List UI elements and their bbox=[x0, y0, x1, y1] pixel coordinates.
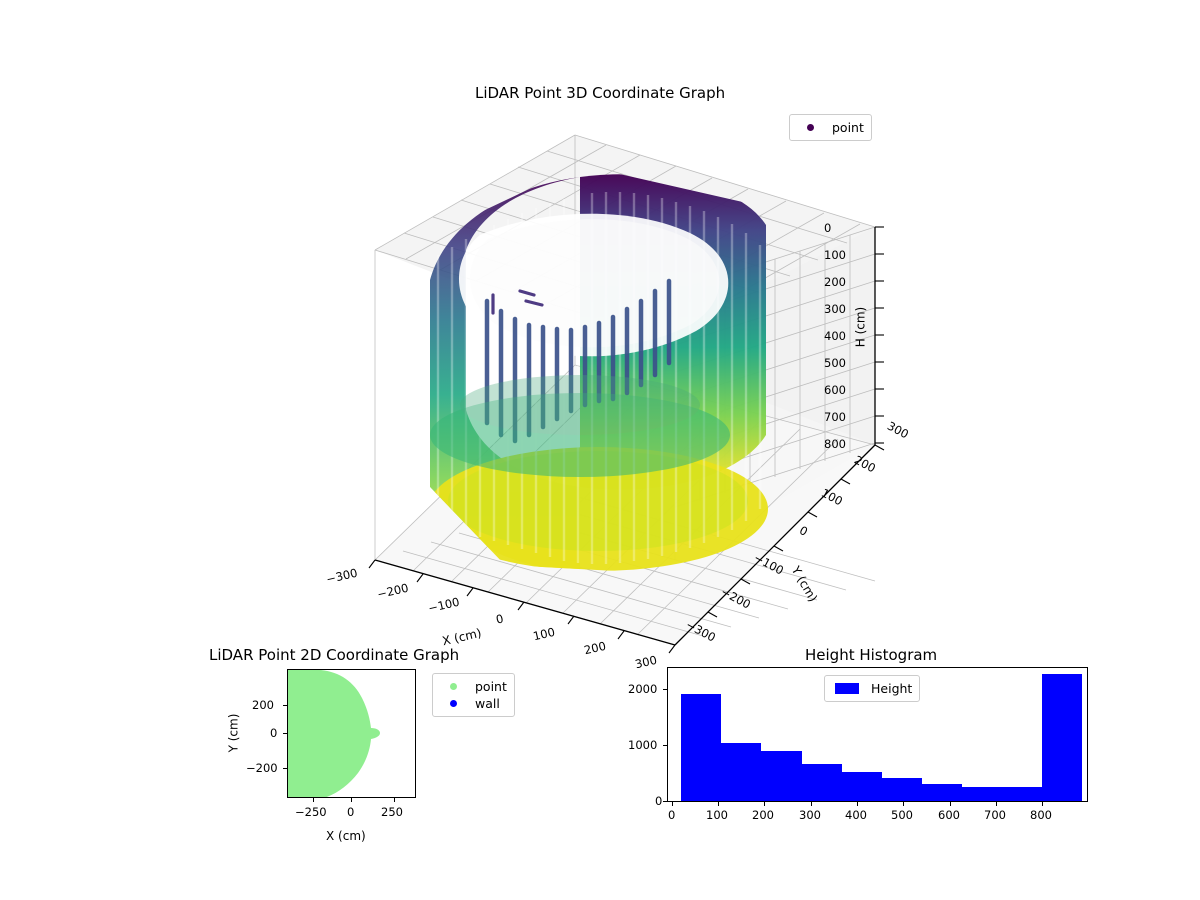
plot3d-ztick-100: 100 bbox=[824, 248, 846, 262]
plot2d-ytick--200: −200 bbox=[246, 761, 278, 775]
plot3d-xtick-300: 300 bbox=[633, 652, 659, 672]
histogram-ytick-0: 0 bbox=[655, 794, 663, 808]
histogram-title: Height Histogram bbox=[805, 646, 938, 664]
plot2d-xtickmark--250 bbox=[313, 798, 314, 802]
histogram-bar bbox=[761, 751, 802, 801]
plot2d-xtick-0: 0 bbox=[347, 805, 355, 819]
plot2d-ytickmark--200 bbox=[283, 768, 287, 769]
plot2d-ytickmark-200 bbox=[283, 705, 287, 706]
plot3d-ztick-600: 600 bbox=[824, 383, 846, 397]
histogram-xtickmark-300 bbox=[811, 802, 812, 806]
plot2d-title: LiDAR Point 2D Coordinate Graph bbox=[209, 646, 460, 664]
legend-item-height[interactable]: Height bbox=[832, 680, 912, 697]
histogram-xtickmark-700 bbox=[996, 802, 997, 806]
plot2d-xtick-250: 250 bbox=[381, 805, 403, 819]
plot3d-tickmarks bbox=[368, 226, 885, 654]
plot2d-point-region bbox=[288, 670, 380, 797]
plot3d-point-cloud bbox=[428, 174, 768, 573]
plot3d-legend[interactable]: point bbox=[789, 114, 872, 141]
histogram-ytickmark-1000 bbox=[663, 745, 667, 746]
plot2d-xaxis-label: X (cm) bbox=[326, 829, 366, 843]
histogram-bar bbox=[921, 784, 963, 801]
plot3d-title: LiDAR Point 3D Coordinate Graph bbox=[475, 84, 726, 102]
legend-label-height: Height bbox=[871, 681, 913, 696]
legend-item-point[interactable]: point bbox=[440, 678, 507, 695]
plot3d-ztick-0: 0 bbox=[824, 221, 832, 235]
histogram-xtick-600: 600 bbox=[938, 808, 960, 822]
histogram-xtick-100: 100 bbox=[706, 808, 728, 822]
plot3d-canvas bbox=[368, 134, 885, 654]
histogram-xtick-500: 500 bbox=[891, 808, 913, 822]
plot3d-ztick-700: 700 bbox=[824, 410, 846, 424]
histogram-bar bbox=[801, 764, 842, 801]
plot2d-xtick--250: −250 bbox=[295, 805, 327, 819]
histogram-xtick-0: 0 bbox=[668, 808, 676, 822]
plot3d-ztick-800: 800 bbox=[824, 437, 846, 451]
point-marker-icon bbox=[797, 124, 823, 131]
histogram-xtickmark-100 bbox=[718, 802, 719, 806]
histogram-ytick-2000: 2000 bbox=[628, 682, 658, 696]
point-marker-icon bbox=[440, 683, 466, 690]
histogram-bars bbox=[668, 668, 1087, 801]
legend-label-point: point bbox=[832, 120, 864, 135]
histogram-xtickmark-200 bbox=[764, 802, 765, 806]
plot2d-axes bbox=[287, 669, 416, 798]
histogram-xtickmark-600 bbox=[950, 802, 951, 806]
height-swatch-icon bbox=[832, 683, 862, 694]
histogram-xtick-300: 300 bbox=[799, 808, 821, 822]
histogram-bar bbox=[1042, 673, 1083, 801]
histogram-xtickmark-500 bbox=[903, 802, 904, 806]
plot3d-zaxis-label: H (cm) bbox=[853, 306, 868, 348]
histogram-xtickmark-0 bbox=[672, 802, 673, 806]
histogram-xtick-200: 200 bbox=[752, 808, 774, 822]
legend-item-wall[interactable]: wall bbox=[440, 695, 507, 712]
histogram-bar bbox=[721, 743, 762, 801]
histogram-bar bbox=[881, 777, 922, 801]
histogram-bar bbox=[841, 771, 882, 801]
histogram-bar bbox=[1002, 787, 1043, 801]
plot2d-yaxis-label: Y (cm) bbox=[226, 713, 241, 753]
plot3d-ztick-300: 300 bbox=[824, 302, 846, 316]
histogram-ytickmark-2000 bbox=[663, 689, 667, 690]
legend-label-wall: wall bbox=[475, 696, 500, 711]
histogram-ytick-1000: 1000 bbox=[628, 738, 658, 752]
wall-marker-icon bbox=[440, 700, 466, 707]
histogram-xtick-700: 700 bbox=[984, 808, 1006, 822]
legend-label-point: point bbox=[475, 679, 507, 694]
plot2d-ytick-200: 200 bbox=[252, 698, 274, 712]
plot2d-xtickmark-250 bbox=[394, 798, 395, 802]
plot3d-axes: 0 100 200 300 400 500 600 700 800 H (cm)… bbox=[325, 105, 911, 671]
legend-item-point[interactable]: point bbox=[797, 119, 864, 136]
histogram-xtick-800: 800 bbox=[1030, 808, 1052, 822]
histogram-bar bbox=[962, 787, 1003, 801]
plot2d-ytick-0: 0 bbox=[270, 726, 278, 740]
plot3d-ztick-500: 500 bbox=[824, 356, 846, 370]
plot2d-legend[interactable]: point wall bbox=[432, 673, 515, 717]
histogram-xtickmark-400 bbox=[857, 802, 858, 806]
histogram-xtickmark-800 bbox=[1042, 802, 1043, 806]
histogram-ytickmark-0 bbox=[663, 801, 667, 802]
plot2d-xtickmark-0 bbox=[351, 798, 352, 802]
histogram-legend[interactable]: Height bbox=[824, 675, 921, 702]
plot3d-ztick-200: 200 bbox=[824, 275, 846, 289]
plot2d-ytickmark-0 bbox=[283, 733, 287, 734]
histogram-xtick-400: 400 bbox=[845, 808, 867, 822]
histogram-bar bbox=[681, 694, 722, 801]
plot3d-ztick-400: 400 bbox=[824, 329, 846, 343]
